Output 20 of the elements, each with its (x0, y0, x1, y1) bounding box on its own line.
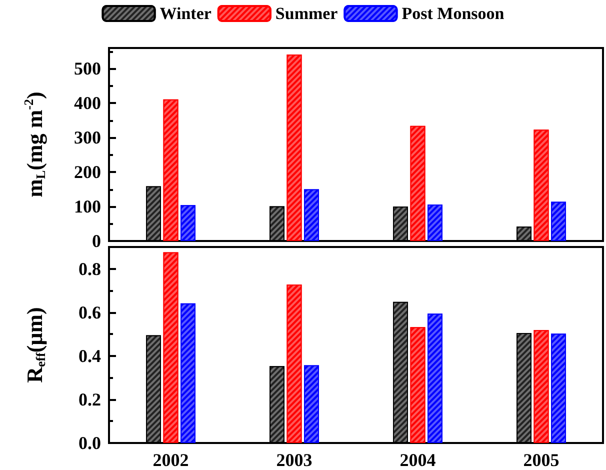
y-axis-title: mL(mg m-2) (21, 92, 48, 198)
y-tick-label: 0.8 (78, 258, 101, 279)
x-tick-label: 2005 (523, 450, 560, 470)
y-tick-label: 400 (74, 93, 101, 114)
y-tick-label: 0 (92, 231, 101, 251)
legend-label: Summer (275, 4, 338, 23)
y-tick-label: 100 (74, 196, 101, 217)
y-tick-label: 500 (74, 58, 101, 79)
y-tick-label: 200 (74, 162, 101, 182)
y-tick-label: 0.4 (78, 346, 101, 366)
x-tick-label: 2003 (276, 450, 312, 470)
y-tick-label: 0.2 (78, 389, 101, 410)
legend-label: Post Monsoon (402, 4, 505, 23)
y-tick-label: 300 (74, 128, 101, 148)
y-tick-label: 0.0 (78, 433, 101, 453)
y-axis-title: Reff(μm) (22, 307, 48, 383)
y-tick-label: 0.6 (78, 302, 101, 322)
x-tick-label: 2002 (152, 450, 189, 470)
legend-label: Winter (160, 4, 212, 23)
x-tick-label: 2004 (400, 450, 436, 470)
